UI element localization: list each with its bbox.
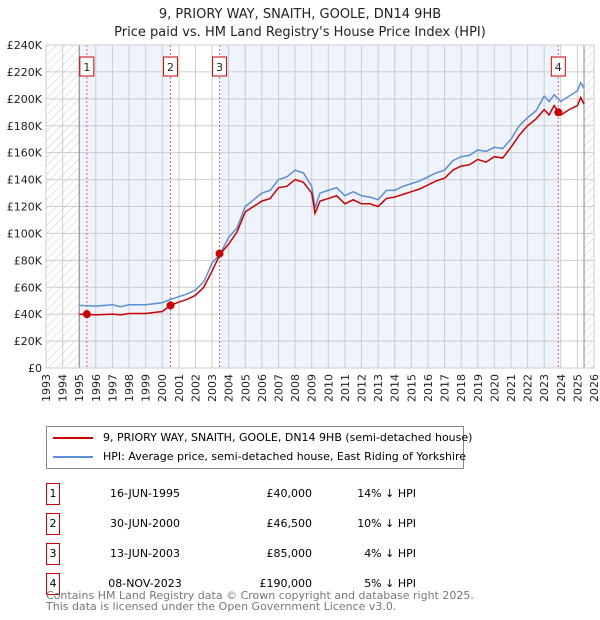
x-tick-label: 1999 [140,374,153,402]
y-tick-label: £80K [14,254,43,267]
red-line-swatch [53,437,93,439]
sale-row: 2 30-JUN-2000 £46,500 10% ↓ HPI [46,513,426,535]
sale-row: 4 08-NOV-2023 £190,000 5% ↓ HPI [46,573,426,595]
footer-line-1: Contains HM Land Registry data © Crown c… [46,589,474,602]
sale-price: £85,000 [266,547,313,560]
sale-marker-box [163,56,179,77]
legend-label: 9, PRIORY WAY, SNAITH, GOOLE, DN14 9HB (… [103,431,473,444]
footer-line-2: This data is licensed under the Open Gov… [46,600,397,613]
sale-hpi-diff: 14% ↓ HPI [357,487,416,500]
x-tick-label: 1998 [123,374,136,402]
sale-point [166,301,175,310]
sale-date: 08-NOV-2023 [108,577,182,590]
y-tick-label: £60K [14,281,43,294]
y-tick-label: £160K [7,147,43,160]
legend-label: HPI: Average price, semi-detached house,… [103,450,467,463]
blue-line-swatch [53,456,93,458]
x-tick-label: 2007 [272,374,285,402]
sale-marker-box [550,56,566,77]
y-tick-label: £20K [14,335,43,348]
sale-marker-label: 2 [167,61,174,74]
chart-title: 9, PRIORY WAY, SNAITH, GOOLE, DN14 9HB P… [0,6,600,42]
sale-price: £190,000 [259,577,313,590]
legend-item-property: 9, PRIORY WAY, SNAITH, GOOLE, DN14 9HB (… [53,429,472,447]
sale-number: 1 [46,483,60,505]
y-tick-label: £120K [7,201,43,214]
sale-point [215,249,224,258]
x-tick-label: 2014 [389,374,402,402]
y-tick-label: £180K [7,120,43,133]
sale-hpi-diff: 5% ↓ HPI [364,577,416,590]
sale-point [82,310,91,319]
sale-hpi-diff: 10% ↓ HPI [357,517,416,530]
x-tick-label: 2011 [339,374,352,402]
footer: Contains HM Land Registry data © Crown c… [46,590,474,612]
sale-marker-label: 3 [216,61,223,74]
y-tick-label: £220K [7,66,43,79]
x-tick-label: 2002 [189,374,202,402]
x-tick-label: 1995 [73,374,86,402]
x-tick-label: 2010 [322,374,335,402]
x-tick-label: 2019 [472,374,485,402]
property-price-line [79,95,585,316]
x-tick-label: 2008 [289,374,302,402]
y-tick-label: £0 [28,362,42,375]
sale-price: £46,500 [266,517,313,530]
title-line-1: 9, PRIORY WAY, SNAITH, GOOLE, DN14 9HB [158,7,442,22]
sale-date: 13-JUN-2003 [109,547,181,560]
sale-row: 1 16-JUN-1995 £40,000 14% ↓ HPI [46,483,426,505]
x-tick-label: 2018 [455,374,468,402]
x-tick-label: 2025 [571,374,584,402]
y-tick-label: £200K [7,93,43,106]
sale-number: 3 [46,543,60,565]
x-tick-label: 1994 [57,374,70,402]
price-chart: 1993 1994 1995 1996 1997 1998 1999 2000 2001 2002… [7,39,600,402]
x-tick-label: 2012 [356,374,369,402]
sale-marker-box [212,56,228,77]
x-tick-label: 2006 [256,374,269,402]
x-tick-label: 2003 [206,374,219,402]
sale-date: 30-JUN-2000 [109,517,181,530]
x-tick-label: 1996 [90,374,103,402]
sale-number: 4 [46,573,60,595]
sale-date: 16-JUN-1995 [109,487,181,500]
x-tick-label: 2022 [522,374,535,402]
legend-item-hpi: HPI: Average price, semi-detached house,… [53,448,466,466]
sale-marker-label: 1 [83,61,90,74]
x-tick-label: 2009 [306,374,319,402]
y-tick-label: £40K [14,308,43,321]
x-tick-label: 2004 [223,374,236,402]
y-tick-label: £100K [7,227,43,240]
sale-hpi-diff: 4% ↓ HPI [364,547,416,560]
x-tick-label: 2005 [239,374,252,402]
x-tick-label: 2000 [156,374,169,402]
sale-marker-label: 4 [555,61,562,74]
sale-row: 3 13-JUN-2003 £85,000 4% ↓ HPI [46,543,426,565]
x-tick-label: 1997 [106,374,119,402]
x-tick-label: 1993 [40,374,53,402]
x-tick-label: 2023 [538,374,551,402]
plot-border [45,44,595,369]
sale-marker-box [79,56,95,77]
sale-price: £40,000 [266,487,313,500]
x-tick-label: 2015 [405,374,418,402]
x-tick-label: 2021 [505,374,518,402]
sale-point [554,108,563,117]
x-tick-label: 2026 [588,374,600,402]
x-tick-label: 2001 [173,374,186,402]
y-tick-label: £140K [7,174,43,187]
title-line-2: Price paid vs. HM Land Registry's House … [114,25,486,40]
y-tick-label: £240K [7,39,43,52]
sale-number: 2 [46,513,60,535]
x-tick-label: 2017 [439,374,452,402]
x-tick-label: 2016 [422,374,435,402]
legend: 9, PRIORY WAY, SNAITH, GOOLE, DN14 9HB (… [46,426,472,469]
hpi-line [79,81,585,308]
x-tick-label: 2013 [372,374,385,402]
x-tick-label: 2020 [488,374,501,402]
x-tick-label: 2024 [555,374,568,402]
